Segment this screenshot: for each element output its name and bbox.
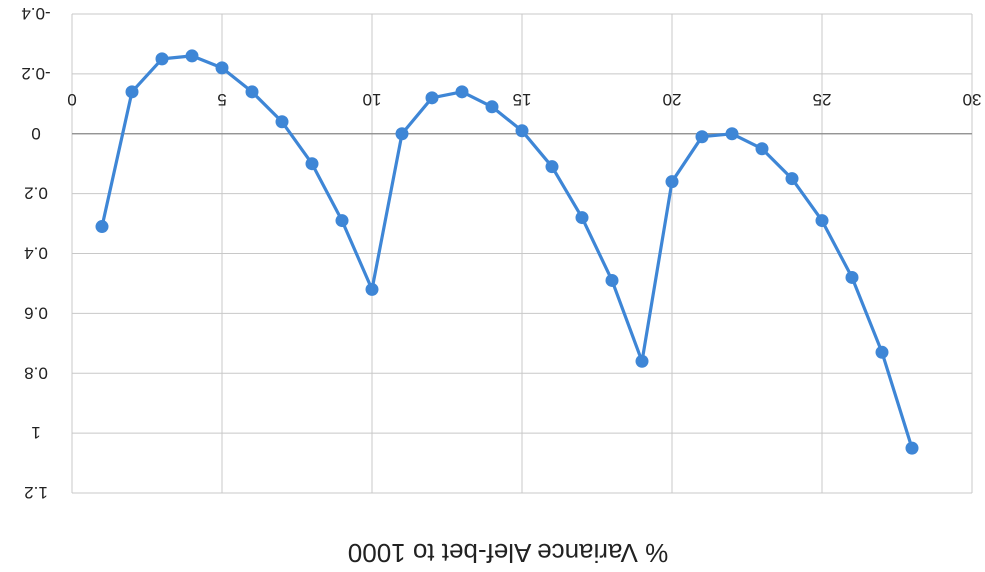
data-point [485, 100, 499, 114]
x-tick-label: 0 [67, 90, 76, 109]
data-point [395, 127, 409, 141]
x-tick-label: 10 [363, 90, 382, 109]
x-tick-label: 20 [663, 90, 682, 109]
data-point [665, 175, 679, 189]
data-point [695, 130, 709, 144]
y-tick-label: 0.8 [24, 363, 48, 382]
y-tick-label: 1.2 [24, 483, 48, 502]
tick-labels: 0 5 10 15 20 25 30 -0.4 -0.2 0 0.2 0.4 0.6 0.8 1 1.2 [21, 4, 981, 502]
y-tick-label: 0.6 [24, 303, 48, 322]
data-point [755, 142, 769, 156]
data-point [365, 282, 379, 296]
data-point [125, 85, 139, 99]
data-point [875, 345, 889, 359]
data-point [845, 270, 859, 284]
x-tick-label: 5 [217, 90, 226, 109]
x-axis-title: % Variance Alef-bet to 1000 [348, 538, 668, 568]
data-point [275, 115, 289, 129]
data-point [455, 85, 469, 99]
data-point [155, 52, 169, 66]
data-point [725, 127, 739, 141]
data-point [635, 354, 649, 368]
data-point [425, 91, 439, 105]
data-point [185, 49, 199, 63]
data-point [545, 160, 559, 174]
data-point [305, 157, 319, 171]
data-point [785, 172, 799, 186]
y-tick-label: -0.2 [21, 64, 50, 83]
data-point [605, 273, 619, 287]
y-tick-label: 0.4 [24, 244, 48, 263]
data-point [515, 124, 529, 138]
data-point [95, 220, 109, 234]
x-tick-label: 30 [963, 90, 982, 109]
data-point [905, 441, 919, 455]
x-tick-label: 25 [813, 90, 832, 109]
x-tick-label: 15 [513, 90, 532, 109]
y-tick-label: -0.4 [21, 4, 50, 23]
series-line [100, 54, 914, 450]
data-point [215, 61, 229, 75]
data-point [575, 211, 589, 225]
y-tick-label: 0.2 [24, 184, 48, 203]
series-line-group [95, 49, 919, 455]
y-tick-label: 1 [31, 423, 40, 442]
data-point [815, 214, 829, 228]
y-tick-label: 0 [31, 124, 40, 143]
data-point [245, 85, 259, 99]
data-point [335, 214, 349, 228]
